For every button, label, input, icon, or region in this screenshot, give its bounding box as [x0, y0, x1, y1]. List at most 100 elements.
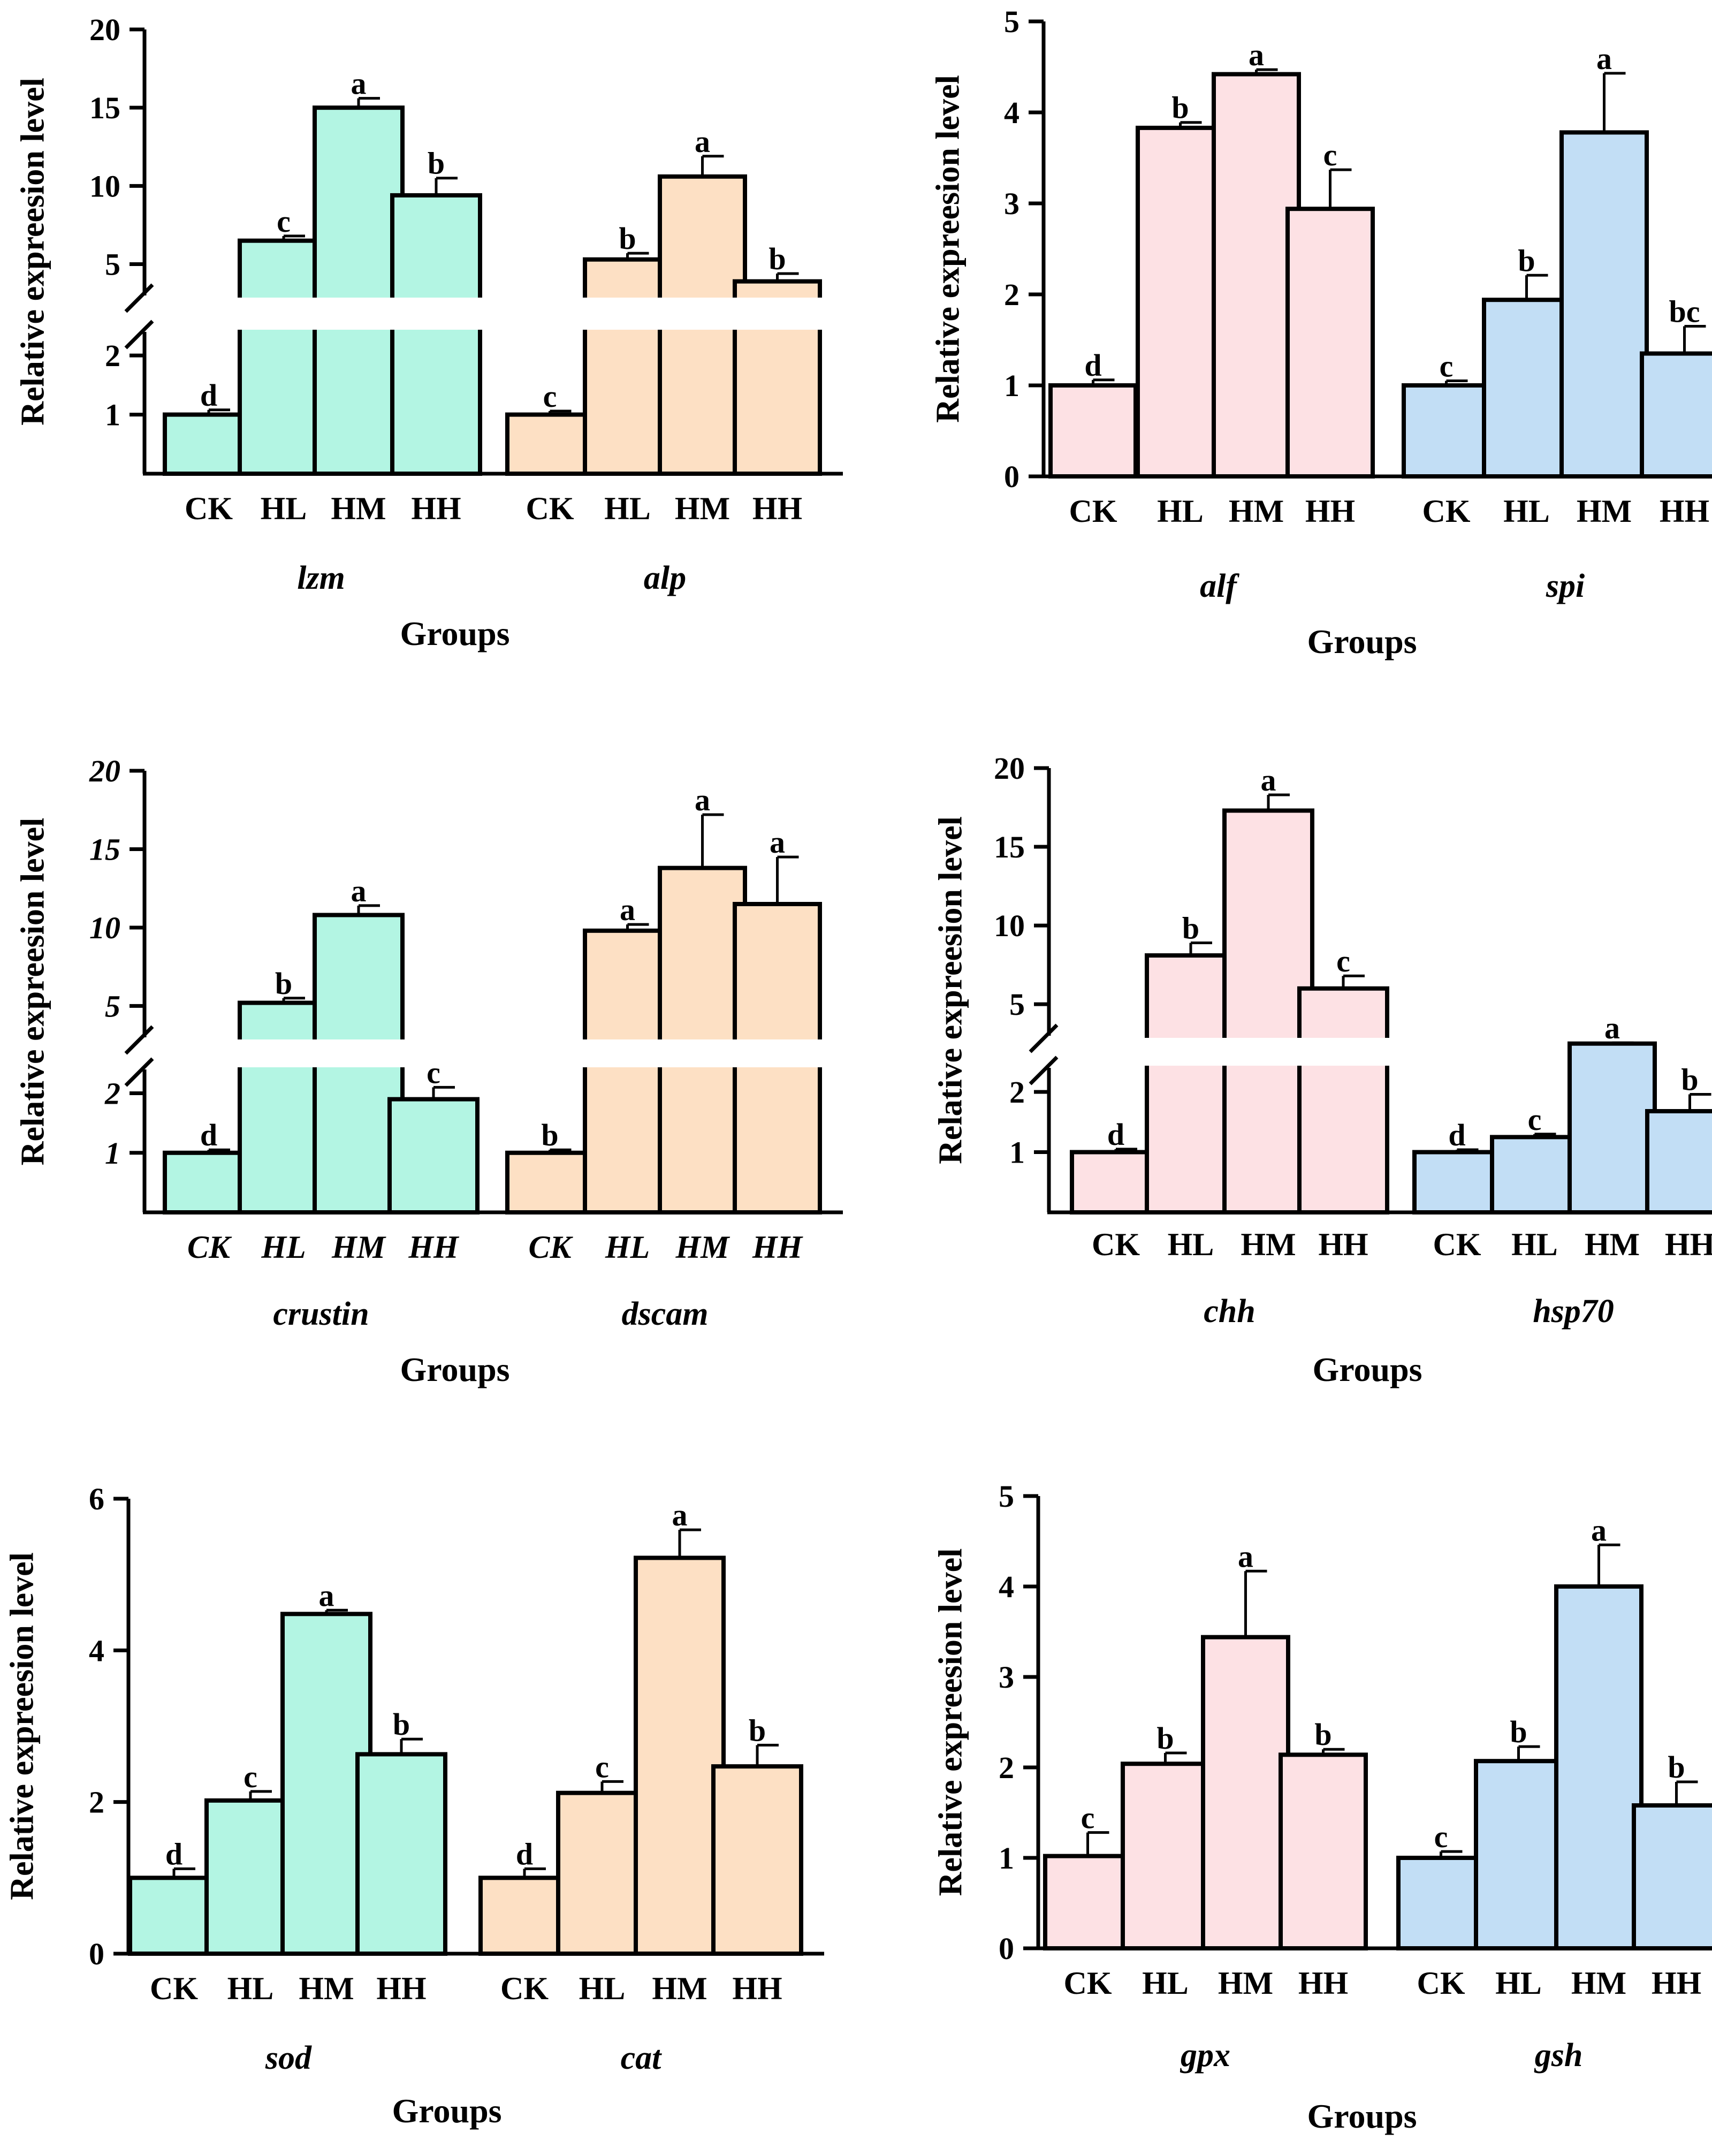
bar-cat-HM [634, 1555, 726, 1956]
significance-letter: c [1440, 349, 1454, 384]
x-axis-label: Groups [1307, 622, 1417, 661]
y-tick-label: 15 [994, 830, 1025, 864]
x-tick-label: CK [1092, 1227, 1140, 1262]
significance-letter: b [1510, 1714, 1527, 1749]
significance-letter: a [770, 825, 785, 860]
y-axis-label: Relative expreesion level [930, 75, 967, 423]
y-tick-label: 0 [1004, 459, 1019, 494]
y-tick-label: 0 [999, 1931, 1014, 1966]
bar-cat-HH [711, 1764, 803, 1956]
x-tick-label: HH [752, 1229, 804, 1265]
y-tick-label: 2 [89, 1785, 104, 1820]
chart-panel-3: 1 2 5 10 15 20 Relative expreesion level d CK b HL… [15, 754, 843, 1388]
bar-break-gap [1297, 1038, 1390, 1066]
y-tick-label: 1 [1004, 368, 1019, 403]
significance-letter: c [543, 379, 557, 414]
x-tick-label: HL [261, 491, 307, 526]
bar-gsh-HL [1474, 1759, 1563, 1950]
significance-letter: d [1107, 1117, 1124, 1152]
significance-letter: a [1596, 41, 1612, 76]
x-axis-label: Groups [392, 2092, 501, 2130]
y-tick-label: 4 [89, 1633, 104, 1668]
bar-hsp70-HH [1645, 1109, 1712, 1214]
bar-spi-HL [1482, 298, 1571, 479]
x-tick-label: HL [1503, 494, 1550, 529]
significance-letter: a [672, 1498, 688, 1532]
significance-letter: a [319, 1578, 334, 1613]
bar-alp-CK [505, 412, 595, 476]
significance-letter: a [351, 874, 367, 908]
y-tick-label: 2 [104, 1076, 120, 1111]
x-tick-label: CK [1417, 1965, 1465, 2001]
x-tick-label: HL [261, 1229, 306, 1265]
significance-letter: d [200, 1118, 217, 1152]
gene-label-crustin: crustin [273, 1296, 369, 1332]
bar-gpx-HL [1121, 1762, 1210, 1950]
x-axis-label: Groups [400, 1350, 509, 1388]
x-axis-label: Groups [400, 614, 509, 652]
bar-gsh-HM [1554, 1584, 1643, 1950]
y-tick-label: 6 [89, 1482, 104, 1516]
bar-break-gap [390, 298, 483, 330]
bar-sod-HL [204, 1798, 296, 1956]
bar-alf-HH [1285, 207, 1375, 479]
chart-panel-4: 1 2 5 10 15 20 Relative expreesion level d CK b HL… [933, 751, 1712, 1388]
bar-lzm-HM [313, 105, 405, 476]
x-tick-label: HL [605, 1229, 650, 1265]
bar-dscam-HL [583, 928, 672, 1215]
x-tick-label: HM [675, 491, 730, 526]
axis-break-mark-upper [1029, 1023, 1059, 1053]
significance-letter: a [1249, 37, 1264, 72]
bar-gsh-HH [1632, 1803, 1712, 1950]
x-tick-label: HM [675, 1229, 731, 1265]
x-tick-label: CK [150, 1971, 198, 2006]
y-tick-label: 4 [999, 1569, 1014, 1604]
significance-letter: c [1528, 1102, 1542, 1137]
chart-panel-2: 0 1 2 3 4 5 Relative expreesion level d CK b HL a HM… [930, 4, 1712, 661]
y-tick-label: 5 [1004, 4, 1019, 39]
significance-letter: b [275, 966, 292, 1001]
x-tick-label: HL [1511, 1227, 1558, 1262]
x-tick-label: HH [1298, 1965, 1348, 2001]
y-tick-label: 1 [105, 1136, 120, 1171]
bar-break-gap [732, 298, 823, 330]
significance-letter: d [1448, 1118, 1465, 1152]
y-tick-label: 1 [105, 398, 120, 432]
significance-letter: a [620, 892, 635, 927]
bar-spi-HM [1559, 130, 1649, 479]
bar-chh-HH [1297, 986, 1389, 1214]
y-tick-label: 3 [999, 1660, 1014, 1695]
significance-letter: b [749, 1713, 766, 1748]
chart-panel-5: 0 2 4 6 Relative expreesion level d CK c HL a HM b H… [4, 1482, 824, 2130]
y-tick-label: 0 [89, 1937, 104, 1971]
x-tick-label: HH [411, 491, 461, 526]
x-tick-label: CK [1433, 1227, 1481, 1262]
significance-letter: c [277, 204, 291, 239]
x-tick-label: HH [1660, 494, 1709, 529]
gene-label-hsp70: hsp70 [1533, 1293, 1614, 1330]
axis-break-mark-upper [124, 283, 154, 313]
y-tick-label: 5 [1009, 987, 1025, 1022]
y-tick-label: 5 [999, 1479, 1014, 1514]
x-tick-label: HH [752, 491, 802, 526]
chart-panel-1: 1 2 5 10 15 20 Relative expreesion level d CK c HL… [15, 12, 843, 652]
x-tick-label: CK [187, 1229, 232, 1265]
y-tick-label: 15 [89, 90, 120, 125]
x-tick-label: HL [1157, 494, 1204, 529]
y-tick-label: 1 [999, 1841, 1014, 1876]
significance-letter: a [351, 66, 367, 101]
x-tick-label: HH [732, 1971, 782, 2006]
y-tick-label: 2 [1009, 1075, 1025, 1110]
significance-letter: c [427, 1055, 440, 1090]
x-tick-label: HM [1218, 1965, 1273, 2001]
x-tick-label: HL [1142, 1965, 1189, 2001]
significance-letter: a [695, 783, 710, 817]
x-tick-label: HH [376, 1971, 426, 2006]
significance-letter: b [393, 1707, 410, 1742]
x-tick-label: HL [227, 1971, 274, 2006]
significance-letter: c [1434, 1819, 1448, 1854]
x-tick-label: HM [652, 1971, 707, 2006]
x-tick-label: HH [1652, 1965, 1701, 2001]
axis-break-mark-upper [124, 1025, 154, 1055]
y-axis-label: Relative expreesion level [15, 818, 51, 1166]
